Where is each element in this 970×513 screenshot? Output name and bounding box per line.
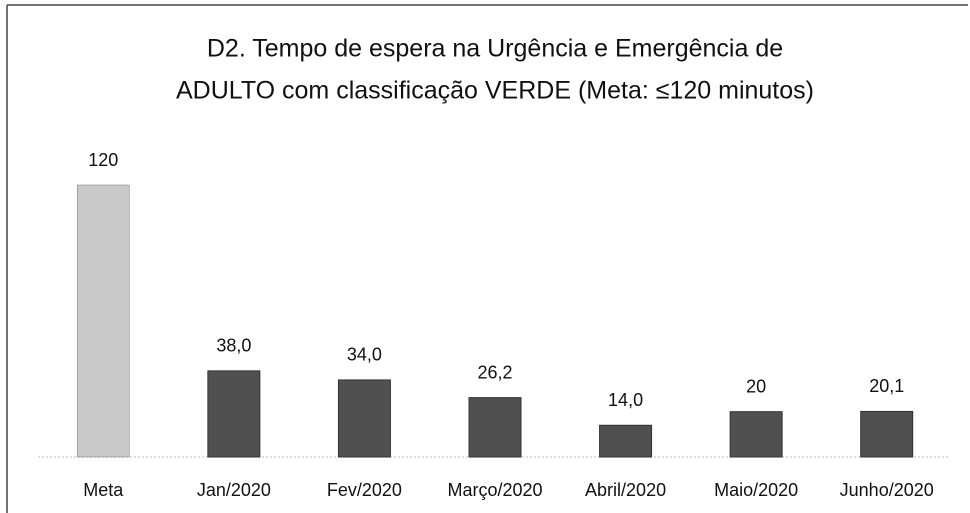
value-label: 26,2 — [477, 362, 512, 382]
value-label: 38,0 — [216, 336, 251, 356]
x-tick-label: Abril/2020 — [585, 480, 666, 500]
value-label: 34,0 — [347, 345, 382, 365]
value-label: 20 — [746, 376, 766, 396]
chart-title: ADULTO com classificação VERDE (Meta: ≤1… — [176, 77, 814, 105]
value-label: 20,1 — [869, 376, 904, 396]
x-tick-label: Jan/2020 — [197, 480, 271, 500]
x-tick-label: Fev/2020 — [327, 480, 402, 500]
bar — [468, 397, 522, 458]
bar — [729, 411, 783, 458]
value-label: 120 — [88, 150, 118, 170]
value-label: 14,0 — [608, 390, 643, 410]
bar — [77, 184, 130, 458]
bar — [860, 410, 914, 458]
bar — [207, 370, 261, 458]
bar — [337, 379, 391, 458]
x-tick-label: Meta — [83, 480, 124, 500]
x-tick-label: Junho/2020 — [840, 480, 934, 500]
x-tick-label: Maio/2020 — [714, 480, 798, 500]
bar — [599, 424, 653, 458]
chart-title: D2. Tempo de espera na Urgência e Emergê… — [207, 35, 783, 63]
x-tick-label: Março/2020 — [447, 480, 542, 500]
